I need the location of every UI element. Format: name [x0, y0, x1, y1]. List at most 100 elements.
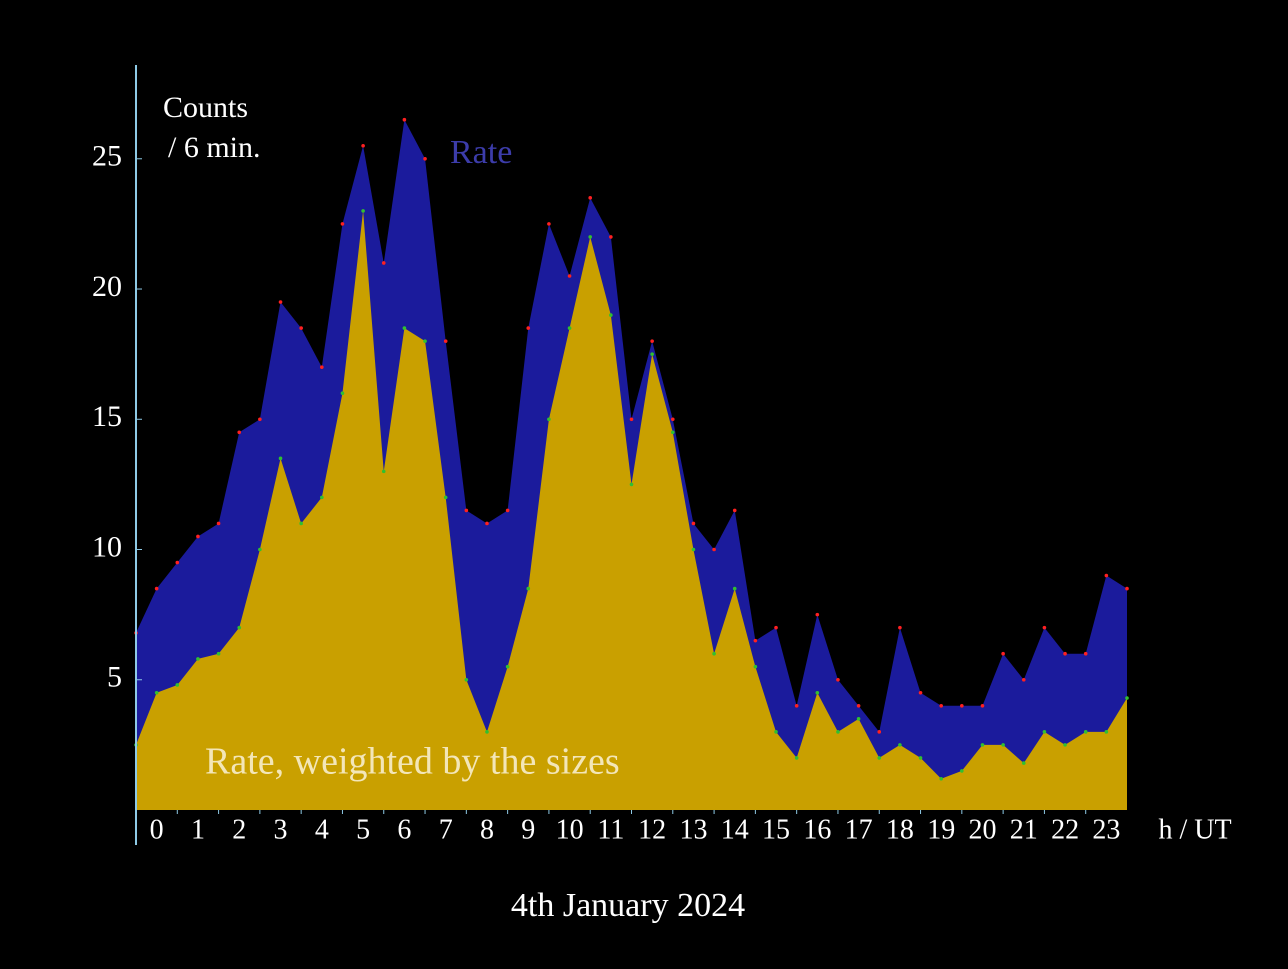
- x-axis-label: h / UT: [1158, 814, 1231, 845]
- data-point: [1125, 696, 1129, 700]
- data-point: [815, 612, 820, 617]
- data-point: [175, 560, 180, 565]
- data-point: [1021, 677, 1026, 682]
- data-point: [629, 482, 634, 487]
- data-point: [1083, 730, 1088, 734]
- x-tick-label: 13: [679, 814, 707, 845]
- y-tick-label: 20: [92, 270, 122, 303]
- data-point: [670, 417, 675, 422]
- x-tick-label: 5: [356, 814, 370, 845]
- data-point: [629, 417, 634, 422]
- data-point: [939, 776, 943, 781]
- data-point: [505, 508, 510, 513]
- x-tick-label: 23: [1092, 814, 1120, 845]
- y-tick-label: 10: [92, 530, 122, 563]
- data-point: [877, 730, 882, 734]
- data-point: [732, 586, 737, 591]
- data-point: [732, 508, 737, 513]
- data-point: [320, 495, 324, 500]
- data-point: [216, 651, 221, 656]
- data-point: [1001, 651, 1005, 656]
- x-tick-label: 18: [886, 814, 914, 845]
- series-label: Rate: [450, 134, 512, 171]
- data-point: [464, 508, 469, 513]
- data-point: [650, 339, 654, 343]
- series-label: Rate, weighted by the sizes: [205, 741, 620, 783]
- data-point: [1063, 651, 1067, 656]
- data-point: [898, 625, 902, 630]
- data-point: [856, 717, 861, 721]
- x-tick-label: 16: [803, 814, 831, 845]
- data-point: [320, 365, 324, 369]
- data-point: [774, 625, 778, 630]
- data-point: [196, 657, 200, 661]
- x-tick-label: 9: [521, 814, 535, 845]
- data-point: [836, 677, 840, 682]
- data-point: [258, 417, 262, 422]
- y-tick-label: 15: [92, 400, 122, 433]
- x-tick-label: 4: [315, 814, 329, 845]
- data-point: [712, 651, 716, 656]
- y-axis-label: Counts: [163, 91, 248, 124]
- data-point: [960, 704, 964, 708]
- data-point: [691, 547, 696, 552]
- area: [136, 210, 1127, 810]
- data-point: [237, 430, 242, 435]
- data-point: [980, 743, 985, 747]
- data-point: [794, 704, 799, 708]
- x-tick-label: 17: [845, 814, 873, 845]
- data-point: [237, 625, 242, 630]
- data-point: [836, 730, 840, 734]
- data-point: [526, 586, 531, 591]
- data-point: [588, 196, 593, 200]
- data-point: [609, 313, 613, 317]
- data-point: [1042, 625, 1047, 630]
- data-point: [299, 326, 303, 330]
- data-point: [1083, 651, 1088, 656]
- data-point: [691, 521, 696, 526]
- data-point: [361, 143, 365, 148]
- data-point: [670, 430, 675, 435]
- data-point: [381, 469, 386, 474]
- data-point: [278, 456, 283, 461]
- data-point: [1021, 761, 1026, 765]
- x-tick-label: 7: [439, 814, 453, 845]
- data-point: [567, 274, 572, 278]
- data-point: [774, 730, 778, 734]
- data-point: [278, 300, 283, 304]
- x-tick-label: 8: [480, 814, 494, 845]
- data-point: [609, 235, 613, 239]
- data-point: [402, 326, 407, 330]
- data-point: [898, 743, 902, 747]
- data-point: [423, 156, 427, 161]
- data-point: [299, 521, 303, 526]
- x-tick-label: 2: [232, 814, 246, 845]
- data-point: [216, 521, 221, 526]
- data-point: [753, 664, 758, 669]
- data-point: [443, 495, 448, 500]
- data-point: [918, 756, 923, 760]
- data-point: [1104, 573, 1109, 578]
- data-point: [856, 704, 861, 708]
- data-point: [753, 638, 758, 643]
- data-point: [1125, 586, 1129, 591]
- data-point: [712, 547, 716, 552]
- data-point: [918, 690, 923, 695]
- data-point: [939, 704, 943, 708]
- data-point: [650, 352, 654, 356]
- y-tick-label: 5: [107, 661, 122, 694]
- data-point: [505, 664, 510, 669]
- y-tick-label: 25: [92, 140, 122, 173]
- data-point: [588, 235, 593, 239]
- data-point: [794, 756, 799, 760]
- data-point: [1063, 743, 1067, 747]
- x-tick-label: 14: [721, 814, 749, 845]
- x-tick-label: 22: [1051, 814, 1079, 845]
- x-tick-label: 6: [397, 814, 411, 845]
- data-point: [980, 704, 985, 708]
- x-tick-label: 12: [638, 814, 666, 845]
- data-point: [340, 222, 345, 226]
- data-point: [361, 209, 365, 213]
- data-point: [402, 117, 407, 122]
